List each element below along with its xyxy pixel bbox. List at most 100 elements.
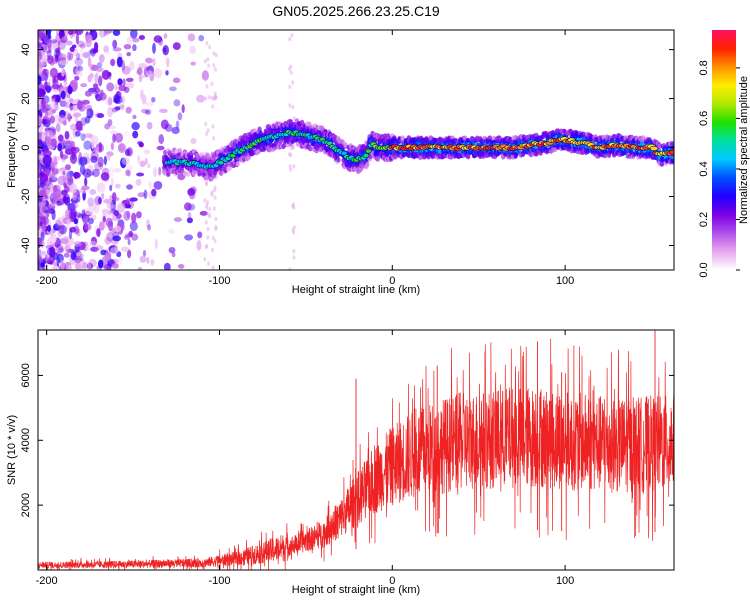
noise-blob [89,72,94,79]
noise-blob [210,81,214,86]
noise-blob [55,168,60,175]
noise-blob [96,228,101,238]
noise-blob [108,72,112,80]
snr-frame [37,329,675,571]
noise-blob [116,56,123,68]
noise-blob [109,184,113,192]
noise-blob [168,228,176,235]
noise-blob [121,246,130,252]
noise-blob [135,178,142,186]
noise-blob [152,57,156,67]
noise-blob [115,183,121,189]
noise-blob [292,249,296,254]
noise-blob [146,121,153,130]
noise-blob [38,252,44,263]
x-tick-label: 100 [556,575,574,587]
ridge-blob [227,165,232,171]
noise-blob [146,70,153,78]
noise-blob [292,205,296,210]
noise-blob [54,219,63,229]
noise-blob [96,62,103,68]
noise-blob [163,33,168,39]
noise-blob [38,88,46,98]
noise-blob [38,200,42,212]
noise-blob [211,104,215,109]
noise-blob [91,64,99,72]
noise-blob [172,42,181,50]
ridge-core-blob [365,148,372,154]
noise-blob [43,32,49,44]
noise-blob [112,39,118,49]
ridge-blob [462,135,468,141]
noise-blob [143,149,151,155]
noise-blob [190,138,197,145]
noise-blob [203,257,207,262]
noise-blob [53,75,59,84]
noise-blob [59,150,64,158]
noise-blob [45,137,52,147]
noise-blob [38,254,43,264]
noise-blob [75,130,81,137]
snr-panel: -200 -100 0 100 2000 4000 6000 Height of stra… [6,329,675,596]
noise-blob [168,247,176,254]
noise-blob [199,210,208,216]
noise-blob [204,121,208,127]
noise-blob [38,216,43,220]
noise-blob [171,126,180,135]
noise-blob [141,94,147,105]
noise-blob [40,108,48,113]
noise-blob [112,30,121,36]
noise-blob [289,70,293,75]
noise-blob [87,197,94,207]
noise-blob [49,115,56,124]
noise-blob [51,40,59,51]
noise-blob [64,148,74,155]
noise-blob [158,134,164,145]
noise-blob [42,155,52,166]
ridge-blob [400,135,405,141]
noise-blob [49,57,55,66]
ridge-blob [233,138,238,144]
noise-blob [212,63,216,68]
noise-blob [158,166,162,176]
noise-blob [75,120,83,131]
noise-blob [214,52,218,58]
noise-blob [187,33,196,42]
snr-y-ticks: 2000 4000 6000 [20,363,674,517]
noise-blob [55,123,61,133]
ridge-blob [641,135,646,141]
noise-blob [73,225,80,235]
noise-blob [80,83,88,88]
noise-blob [123,44,132,50]
noise-blob [145,57,153,64]
noise-blob [153,181,163,190]
noise-blob [184,202,192,211]
x-tick-label: 0 [389,275,395,287]
noise-blob [48,255,55,265]
noise-blob [144,158,148,165]
noise-blob [102,216,106,223]
noise-blob [186,217,193,224]
noise-blob [125,197,130,205]
noise-blob [76,52,81,61]
noise-blob [85,34,93,44]
noise-blob [121,95,125,105]
noise-blob [292,144,296,149]
noise-blob [69,46,75,52]
noise-blob [66,219,71,230]
noise-blob [164,123,173,132]
colorbar-label: Normalized spectral amplitude [738,76,750,224]
noise-blob [190,61,196,66]
noise-blob [289,167,293,172]
noise-blob [131,212,137,224]
noise-blob [101,222,106,229]
noise-blob [40,30,47,33]
noise-blob [59,100,67,108]
noise-blob [72,194,77,201]
spectrogram-noise-blobs [38,30,296,270]
ridge-blob [453,137,458,144]
noise-blob [70,126,78,131]
noise-blob [173,217,182,223]
ridge-blob [534,132,539,138]
noise-blob [50,39,58,44]
